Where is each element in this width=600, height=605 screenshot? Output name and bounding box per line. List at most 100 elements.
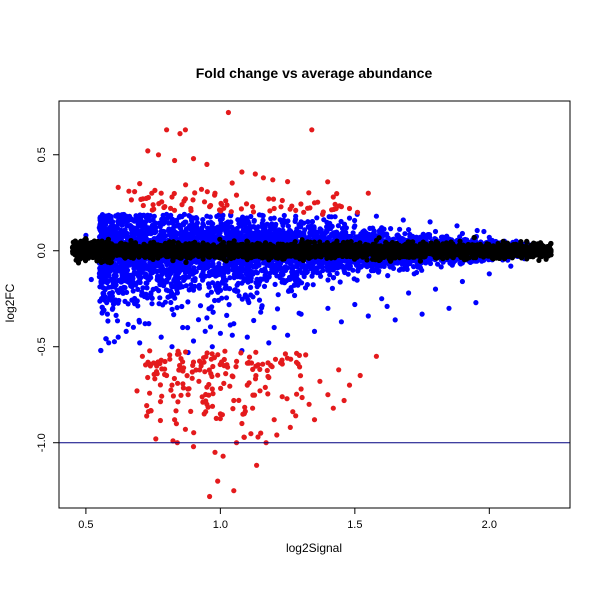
blue-point: [248, 213, 254, 220]
blue-point: [191, 265, 197, 271]
blue-point: [235, 280, 241, 286]
blue-point: [248, 284, 254, 290]
blue-point: [402, 231, 408, 237]
blue-point: [250, 294, 256, 300]
blue-point: [231, 287, 238, 293]
blue-point: [189, 227, 195, 233]
y-axis-label: log2FC: [3, 283, 17, 322]
blue-point: [172, 295, 178, 301]
blue-point: [156, 260, 162, 266]
blue-point: [341, 221, 348, 227]
blue-point: [100, 284, 106, 291]
blue-point: [114, 225, 120, 231]
blue-point: [97, 265, 103, 271]
blue-point: [230, 232, 236, 239]
blue-point: [212, 297, 218, 304]
blue-point: [143, 280, 149, 286]
blue-point: [166, 232, 172, 238]
blue-point: [171, 268, 177, 274]
blue-point: [325, 277, 331, 283]
blue-point: [228, 224, 234, 230]
blue-point: [209, 226, 215, 233]
blue-point: [162, 299, 168, 305]
blue-point: [266, 274, 272, 280]
blue-point: [239, 268, 245, 274]
blue-point: [245, 297, 251, 303]
blue-point: [101, 291, 107, 297]
blue-point: [236, 293, 242, 299]
blue-point: [149, 295, 155, 301]
blue-point: [438, 264, 444, 270]
blue-point: [196, 282, 202, 288]
blue-point: [174, 287, 180, 293]
blue-point: [234, 269, 240, 275]
blue-point: [301, 230, 307, 236]
blue-point: [105, 318, 111, 324]
blue-point: [304, 282, 310, 288]
blue-point: [168, 299, 174, 306]
blue-point: [153, 285, 159, 292]
blue-point: [310, 282, 316, 288]
blue-point: [163, 279, 169, 285]
blue-point: [102, 271, 109, 277]
blue-point: [209, 268, 215, 275]
blue-point: [221, 274, 227, 280]
blue-point: [285, 223, 291, 229]
blue-point: [104, 300, 110, 306]
blue-point: [329, 285, 335, 291]
blue-point: [171, 312, 177, 318]
blue-point: [152, 268, 158, 274]
blue-point: [237, 258, 243, 264]
blue-point: [121, 230, 127, 236]
blue-point: [226, 302, 232, 308]
blue-point: [196, 231, 202, 237]
blue-point: [274, 273, 280, 279]
blue-point: [135, 286, 141, 292]
blue-point: [156, 301, 162, 307]
blue-point: [106, 340, 112, 346]
blue-point: [219, 295, 225, 301]
blue-point: [125, 321, 131, 327]
blue-point: [328, 214, 334, 220]
blue-point: [185, 299, 191, 305]
blue-point: [423, 258, 429, 265]
blue-point: [136, 317, 142, 323]
blue-point: [259, 212, 265, 218]
blue-point: [281, 212, 287, 219]
blue-point: [185, 325, 191, 331]
blue-point: [309, 273, 315, 279]
blue-point: [227, 275, 233, 281]
blue-point: [131, 265, 137, 271]
blue-point: [202, 328, 208, 334]
blue-point: [216, 212, 222, 218]
blue-point: [267, 227, 273, 233]
blue-point: [142, 271, 149, 277]
blue-point: [124, 274, 130, 280]
blue-point: [400, 266, 406, 272]
blue-point: [361, 228, 367, 234]
blue-point: [305, 224, 311, 230]
blue-point: [144, 285, 150, 291]
blue-point: [169, 290, 175, 296]
blue-point: [225, 235, 231, 241]
blue-point: [187, 223, 193, 229]
blue-point: [350, 267, 356, 273]
blue-point: [222, 285, 228, 291]
blue-point: [195, 317, 202, 323]
blue-point: [414, 269, 420, 276]
blue-point: [410, 233, 416, 239]
blue-point: [364, 264, 370, 270]
blue-point: [254, 290, 260, 296]
blue-point: [273, 221, 279, 227]
blue-point: [294, 231, 300, 237]
blue-point: [145, 212, 151, 218]
blue-point: [272, 281, 278, 287]
blue-point: [327, 272, 333, 278]
blue-point: [274, 306, 281, 312]
blue-point: [157, 295, 163, 301]
blue-point: [286, 274, 293, 280]
blue-point: [396, 267, 402, 273]
blue-point: [238, 231, 244, 237]
